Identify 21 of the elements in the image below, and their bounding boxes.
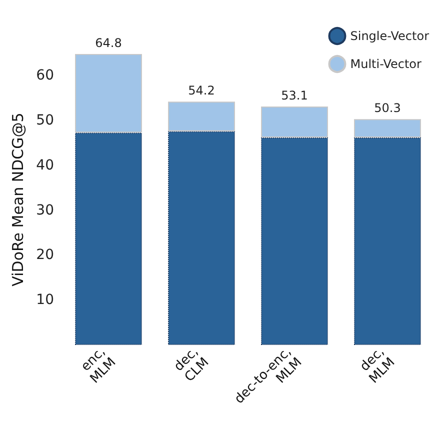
bar	[168, 102, 235, 132]
bar	[75, 132, 142, 345]
y-tick-label: 60	[36, 68, 54, 84]
legend-label: Single-Vector	[350, 29, 430, 43]
y-tick-label: 30	[36, 202, 54, 218]
bar	[261, 138, 328, 345]
total-label: 53.1	[281, 88, 308, 103]
total-label: 64.8	[95, 36, 122, 50]
y-tick-label: 10	[36, 292, 54, 308]
legend-label: Multi-Vector	[350, 57, 422, 71]
y-axis-title: ViDoRe Mean NDCG@5	[8, 112, 27, 286]
total-label: 54.2	[188, 84, 215, 98]
bar	[75, 54, 142, 133]
y-tick-label: 40	[36, 157, 54, 174]
bar	[354, 138, 421, 345]
bar	[354, 119, 421, 138]
y-tick-label: 50	[36, 112, 54, 128]
bar	[261, 106, 328, 138]
bar	[168, 131, 235, 345]
y-tick-label: 20	[36, 247, 54, 264]
total-label: 50.3	[374, 101, 401, 116]
